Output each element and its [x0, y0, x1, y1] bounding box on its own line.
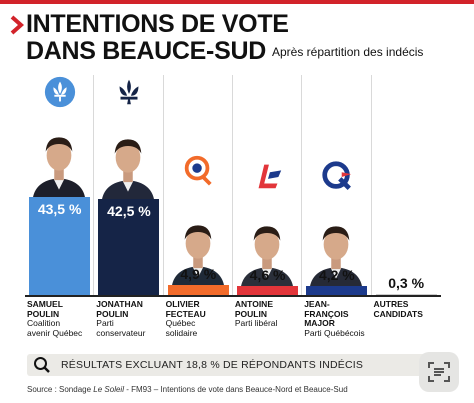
bar-value-label: 42,5 % — [107, 203, 151, 220]
bar: 4,6 % — [237, 267, 299, 296]
plq-logo-icon — [258, 164, 281, 189]
column-separator — [370, 75, 372, 296]
title-line-1: INTENTIONS DE VOTE — [26, 10, 289, 38]
candidate-name: FECTEAU — [165, 308, 206, 319]
candidate-label: SAMUEL POULIN Coalition avenir Québec — [27, 299, 99, 338]
bar-value-label: 4,6 % — [249, 266, 286, 283]
candidate-label: ANTOINE POULIN Parti libéral — [234, 299, 307, 329]
column-separator — [231, 75, 233, 296]
title-line-2: DANS BEAUCE-SUD — [26, 37, 266, 65]
bar: 4,2 % — [306, 267, 368, 296]
chart-baseline — [25, 295, 441, 297]
candidate-label: AUTRES CANDIDATS — [373, 299, 446, 319]
bar-value-label: 4,2 % — [318, 267, 355, 284]
candidate-party: solidaire — [165, 327, 198, 338]
bar-value-label: 0,3 % — [388, 275, 425, 291]
magnifier-icon — [34, 357, 50, 373]
candidate-party: Québec — [165, 318, 196, 328]
party-logo — [112, 75, 146, 114]
candidate-name: AUTRES — [373, 299, 409, 309]
bar: 42,5 % — [98, 199, 160, 296]
candidate-photo — [238, 214, 296, 295]
column-separator — [301, 75, 303, 296]
candidate-name: POULIN — [234, 308, 268, 319]
candidate-party: avenir Québec — [27, 327, 83, 338]
note-text: RÉSULTATS EXCLUANT 18,8 % DE RÉPONDANTS … — [61, 359, 364, 371]
column-separator — [162, 75, 164, 296]
party-logo — [181, 153, 215, 192]
candidate-label: OLIVIER FECTEAU Québec solidaire — [165, 299, 238, 338]
candidate-name: POULIN — [27, 308, 60, 319]
candidate-label: JEAN- FRANÇOIS MAJOR Parti Québécois — [304, 299, 376, 338]
source-publication: Le Soleil — [93, 385, 124, 394]
column-separator — [93, 75, 95, 296]
chevron-right-icon — [10, 15, 25, 35]
candidate-party: Parti Québécois — [304, 327, 365, 338]
candidate-label: JONATHAN POULIN Parti conservateur — [96, 299, 168, 338]
bar-chart: 43,5 % 42,5 % 4,9 % 4,6 % 4,2 % 0,3 % — [25, 75, 441, 296]
candidate-name: SAMUEL — [27, 299, 63, 309]
bar-value-label: 43,5 % — [37, 200, 82, 217]
candidate-name: FRANÇOIS — [304, 308, 349, 319]
candidate-name: MAJOR — [304, 318, 335, 328]
candidate-photo — [30, 125, 88, 206]
bar: 43,5 % — [29, 196, 91, 296]
candidate-name: ANTOINE — [234, 299, 273, 309]
candidate-name: JEAN- — [304, 299, 330, 309]
candidate-photo — [99, 127, 157, 208]
note-box: RÉSULTATS EXCLUANT 18,8 % DE RÉPONDANTS … — [27, 354, 441, 376]
bar: 4,9 % — [167, 266, 229, 296]
bar-value-label: 4,9 % — [180, 265, 217, 282]
scan-icon — [428, 362, 450, 382]
candidate-name: CANDIDATS — [373, 308, 423, 319]
candidate-party: Coalition — [27, 318, 61, 328]
pq-logo-icon — [322, 161, 352, 190]
candidate-photo — [169, 213, 227, 294]
candidate-name: POULIN — [96, 308, 129, 319]
pc-logo-icon — [119, 79, 139, 105]
candidate-party: Parti — [96, 318, 114, 328]
source-suffix: - FM93 – Intentions de vote dans Beauce-… — [123, 385, 348, 394]
party-logo — [43, 75, 77, 114]
party-logo — [251, 159, 285, 198]
scan-button[interactable] — [419, 352, 459, 392]
candidate-name: JONATHAN — [96, 299, 143, 309]
source-line: Source : Sondage Le Soleil - FM93 – Inte… — [27, 385, 348, 394]
candidate-party: conservateur — [96, 327, 146, 338]
fleur-de-lis-icon — [44, 76, 75, 108]
candidate-photo — [307, 214, 365, 295]
candidate-name: OLIVIER — [165, 299, 200, 309]
party-logo — [320, 159, 354, 198]
source-prefix: Source : Sondage — [27, 385, 94, 394]
candidate-party: Parti libéral — [234, 318, 278, 328]
qs-logo-icon — [185, 155, 212, 186]
subtitle: Après répartition des indécis — [272, 45, 424, 59]
top-accent-bar — [0, 0, 474, 4]
